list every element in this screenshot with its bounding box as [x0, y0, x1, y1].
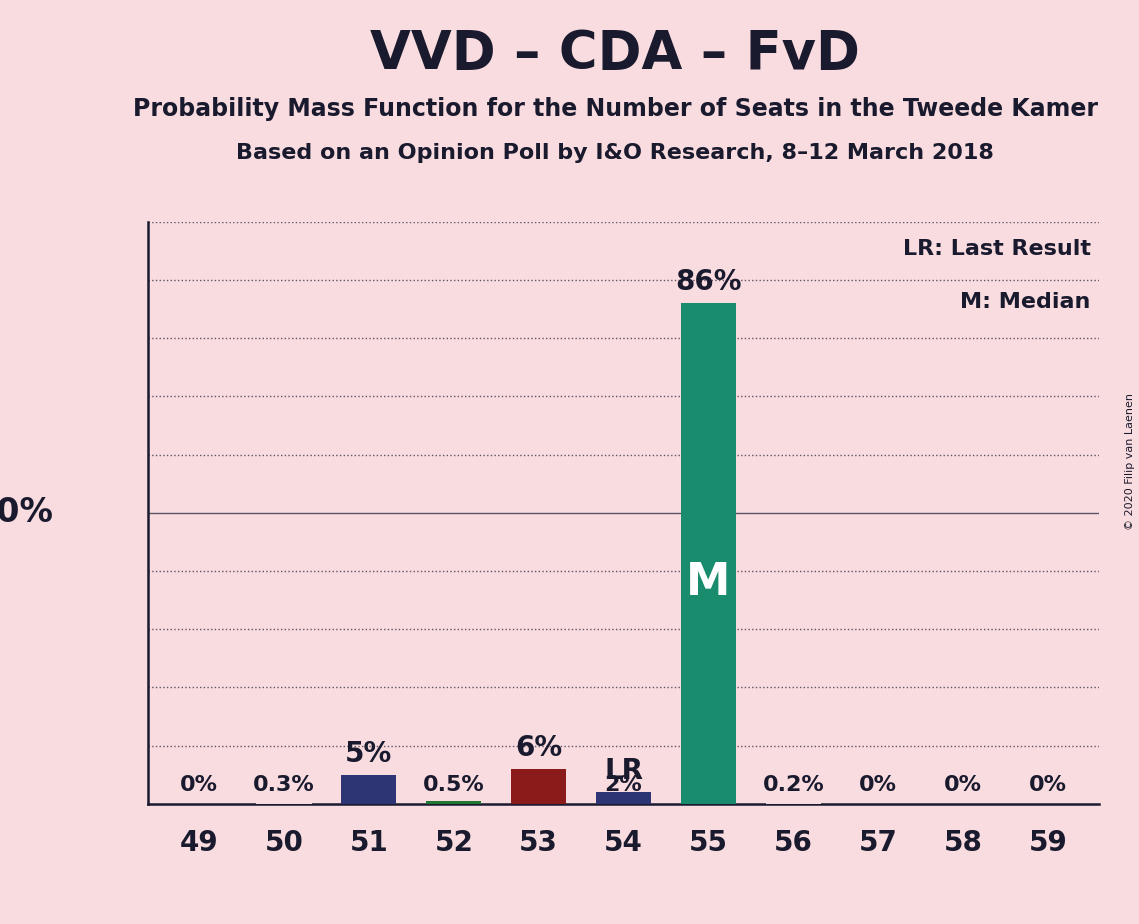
Text: 6%: 6%: [515, 734, 563, 762]
Text: LR: Last Result: LR: Last Result: [902, 239, 1091, 260]
Text: VVD – CDA – FvD: VVD – CDA – FvD: [370, 28, 860, 79]
Text: © 2020 Filip van Laenen: © 2020 Filip van Laenen: [1125, 394, 1134, 530]
Text: M: M: [687, 561, 731, 604]
Bar: [596, 792, 652, 804]
Bar: [511, 769, 566, 804]
Bar: [681, 303, 736, 804]
Text: Probability Mass Function for the Number of Seats in the Tweede Kamer: Probability Mass Function for the Number…: [132, 97, 1098, 121]
Text: 0%: 0%: [1030, 775, 1067, 796]
Text: 0%: 0%: [859, 775, 898, 796]
Text: 50%: 50%: [0, 496, 52, 529]
Bar: [256, 802, 312, 804]
Text: 0.3%: 0.3%: [253, 775, 314, 796]
Text: 0%: 0%: [180, 775, 218, 796]
Text: 86%: 86%: [675, 268, 741, 297]
Text: 0%: 0%: [944, 775, 982, 796]
Bar: [765, 803, 821, 804]
Bar: [426, 801, 482, 804]
Text: Based on an Opinion Poll by I&O Research, 8–12 March 2018: Based on an Opinion Poll by I&O Research…: [236, 143, 994, 164]
Text: LR: LR: [604, 758, 644, 785]
Bar: [342, 774, 396, 804]
Text: M: Median: M: Median: [960, 292, 1091, 311]
Text: 0.5%: 0.5%: [423, 775, 484, 796]
Text: 0.2%: 0.2%: [763, 775, 825, 796]
Text: 2%: 2%: [605, 775, 642, 796]
Text: 5%: 5%: [345, 740, 393, 768]
